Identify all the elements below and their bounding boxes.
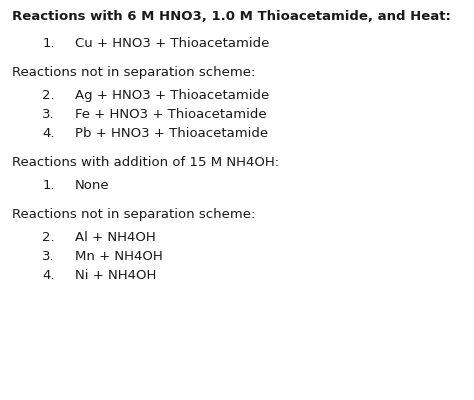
Text: Cu + HNO3 + Thioacetamide: Cu + HNO3 + Thioacetamide [75, 37, 269, 50]
Text: Al + NH4OH: Al + NH4OH [75, 231, 156, 244]
Text: Reactions not in separation scheme:: Reactions not in separation scheme: [12, 66, 255, 79]
Text: Mn + NH4OH: Mn + NH4OH [75, 250, 163, 263]
Text: 3.: 3. [42, 250, 55, 263]
Text: 3.: 3. [42, 108, 55, 121]
Text: 1.: 1. [42, 37, 55, 50]
Text: Reactions with addition of 15 M NH4OH:: Reactions with addition of 15 M NH4OH: [12, 156, 279, 169]
Text: 4.: 4. [43, 269, 55, 282]
Text: 4.: 4. [43, 127, 55, 140]
Text: Ni + NH4OH: Ni + NH4OH [75, 269, 156, 282]
Text: 2.: 2. [42, 89, 55, 102]
Text: Pb + HNO3 + Thioacetamide: Pb + HNO3 + Thioacetamide [75, 127, 268, 140]
Text: 1.: 1. [42, 179, 55, 192]
Text: Fe + HNO3 + Thioacetamide: Fe + HNO3 + Thioacetamide [75, 108, 266, 121]
Text: Ag + HNO3 + Thioacetamide: Ag + HNO3 + Thioacetamide [75, 89, 269, 102]
Text: Reactions with 6 M HNO3, 1.0 M Thioacetamide, and Heat:: Reactions with 6 M HNO3, 1.0 M Thioaceta… [12, 10, 451, 23]
Text: None: None [75, 179, 109, 192]
Text: Reactions not in separation scheme:: Reactions not in separation scheme: [12, 208, 255, 221]
Text: 2.: 2. [42, 231, 55, 244]
